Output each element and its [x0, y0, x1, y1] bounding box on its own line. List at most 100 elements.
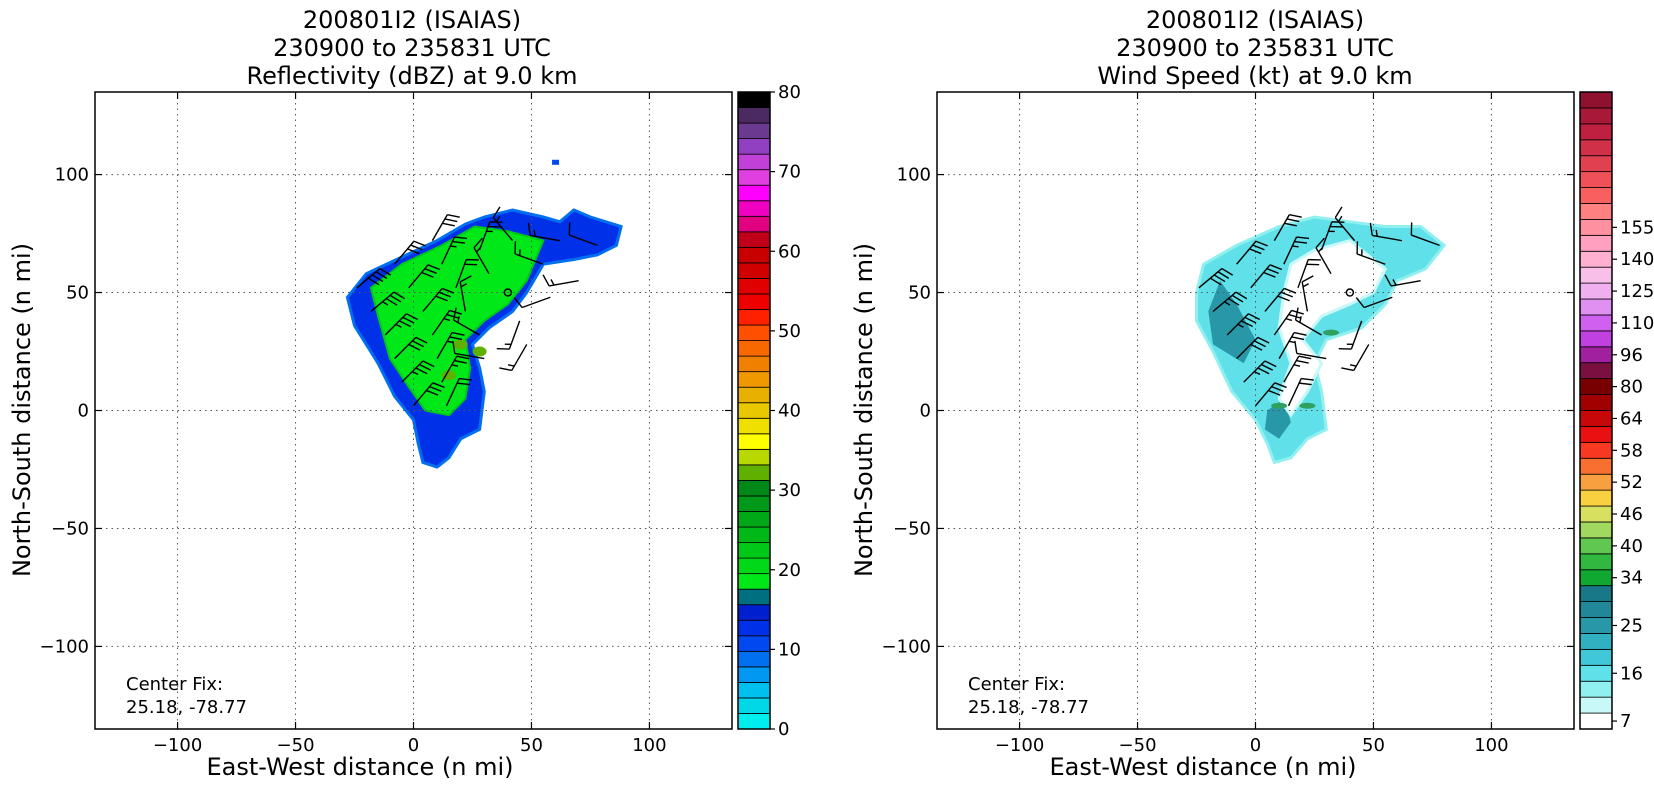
panel-title-line-3: Wind Speed (kt) at 9.0 km	[1097, 62, 1412, 90]
colorbar-bin	[738, 403, 770, 419]
echo-peak	[473, 347, 487, 357]
colorbar-bin	[738, 667, 770, 683]
colorbar-tick-label: 52	[1620, 472, 1643, 493]
colorbar-bin	[738, 139, 770, 155]
colorbar-tick-label: 140	[1620, 249, 1654, 270]
panel-title-line-1: 200801I2 (ISAIAS)	[1146, 6, 1364, 34]
colorbar-bin	[1580, 188, 1612, 204]
colorbar-bin	[738, 278, 770, 294]
colorbar-bin	[738, 682, 770, 698]
colorbar-bin	[738, 310, 770, 326]
colorbar-tick-label: 7	[1620, 711, 1631, 732]
colorbar-tick-label: 40	[1620, 536, 1643, 557]
colorbar-bin	[1580, 649, 1612, 665]
colorbar-bin	[1580, 681, 1612, 697]
colorbar-bin	[1580, 156, 1612, 172]
colorbar-bin	[1580, 395, 1612, 411]
colorbar-bin	[738, 294, 770, 310]
colorbar-bin	[738, 232, 770, 248]
colorbar-bin	[738, 247, 770, 263]
colorbar-bin	[1580, 251, 1612, 267]
x-tick-label: 50	[520, 735, 543, 756]
colorbar-tick-label: 34	[1620, 568, 1643, 589]
colorbar-bin	[1580, 697, 1612, 713]
colorbar-tick-label: 20	[778, 560, 801, 581]
colorbar-bin	[1580, 203, 1612, 219]
colorbar-tick-label: 64	[1620, 408, 1643, 429]
colorbar-tick-label: 110	[1620, 313, 1654, 334]
colorbar-tick-label: 16	[1620, 663, 1643, 684]
wind-speed-panel: 200801I2 (ISAIAS) 230900 to 235831 UTC W…	[850, 6, 1654, 781]
y-tick-label: −100	[882, 636, 931, 657]
colorbar-tick-label: 58	[1620, 440, 1643, 461]
colorbar-bin	[1580, 618, 1612, 634]
colorbar-bin	[1580, 92, 1612, 108]
colorbar-bin	[1580, 570, 1612, 586]
colorbar-bin	[738, 480, 770, 496]
colorbar-tick-label: 46	[1620, 504, 1643, 525]
colorbar-bin	[738, 108, 770, 124]
colorbar-bin	[738, 418, 770, 434]
colorbar-tick-label: 70	[778, 162, 801, 183]
colorbar-bin	[738, 558, 770, 574]
colorbar-bin	[1580, 347, 1612, 363]
colorbar-bin	[738, 170, 770, 186]
colorbar-bin	[1580, 299, 1612, 315]
strong-wind-patch	[1271, 403, 1287, 409]
colorbar-bin	[1580, 363, 1612, 379]
y-tick-label: −50	[51, 518, 89, 539]
center-fix-value: 25.18, -78.77	[126, 697, 247, 718]
panel-title-line-2: 230900 to 235831 UTC	[273, 34, 551, 62]
reflectivity-panel: 200801I2 (ISAIAS) 230900 to 235831 UTC R…	[8, 6, 801, 781]
colorbar-bin	[1580, 124, 1612, 140]
colorbar-bin	[738, 387, 770, 403]
colorbar-bin	[1580, 172, 1612, 188]
colorbar-tick-label: 80	[1620, 377, 1643, 398]
colorbar-bin	[738, 574, 770, 590]
y-axis-label: North-South distance (n mi)	[8, 243, 36, 577]
colorbar-bin	[1580, 267, 1612, 283]
panel-title-line-3: Reflectivity (dBZ) at 9.0 km	[247, 62, 578, 90]
colorbar-bin	[738, 201, 770, 217]
y-axis-label: North-South distance (n mi)	[850, 243, 878, 577]
colorbar-bin	[1580, 411, 1612, 427]
colorbar-bin	[1580, 665, 1612, 681]
colorbar-bin	[1580, 426, 1612, 442]
colorbar-bin	[738, 465, 770, 481]
echo-peak	[454, 339, 468, 349]
colorbar-bin	[1580, 602, 1612, 618]
strong-wind-patch	[1299, 403, 1315, 409]
colorbar-bin	[1580, 474, 1612, 490]
wind-speed-field	[1197, 217, 1445, 462]
y-tick-label: −50	[893, 518, 931, 539]
colorbar-tick-label: 40	[778, 401, 801, 422]
panel-title-line-2: 230900 to 235831 UTC	[1116, 34, 1394, 62]
colorbar-bin	[738, 185, 770, 201]
colorbar-bin	[1580, 554, 1612, 570]
center-fix-value: 25.18, -78.77	[968, 697, 1089, 718]
colorbar-bin	[1580, 458, 1612, 474]
colorbar-tick-label: 60	[778, 241, 801, 262]
wind-barb	[543, 275, 579, 286]
colorbar-bin	[738, 589, 770, 605]
colorbar-tick-label: 25	[1620, 615, 1643, 636]
y-tick-label: 0	[920, 401, 931, 422]
strong-wind-patch	[1323, 330, 1339, 336]
colorbar-bin	[1580, 140, 1612, 156]
colorbar-bin	[738, 123, 770, 139]
colorbar-bin	[1580, 442, 1612, 458]
colorbar-bin	[738, 496, 770, 512]
x-tick-label: −100	[995, 735, 1044, 756]
colorbar-bin	[738, 698, 770, 714]
isolated-echo	[552, 160, 559, 165]
colorbar-bin	[1580, 490, 1612, 506]
colorbar-bin	[1580, 235, 1612, 251]
y-tick-label: 100	[55, 165, 89, 186]
colorbar-bin	[738, 713, 770, 729]
colorbar-bin	[738, 543, 770, 559]
colorbar-bin	[738, 636, 770, 652]
